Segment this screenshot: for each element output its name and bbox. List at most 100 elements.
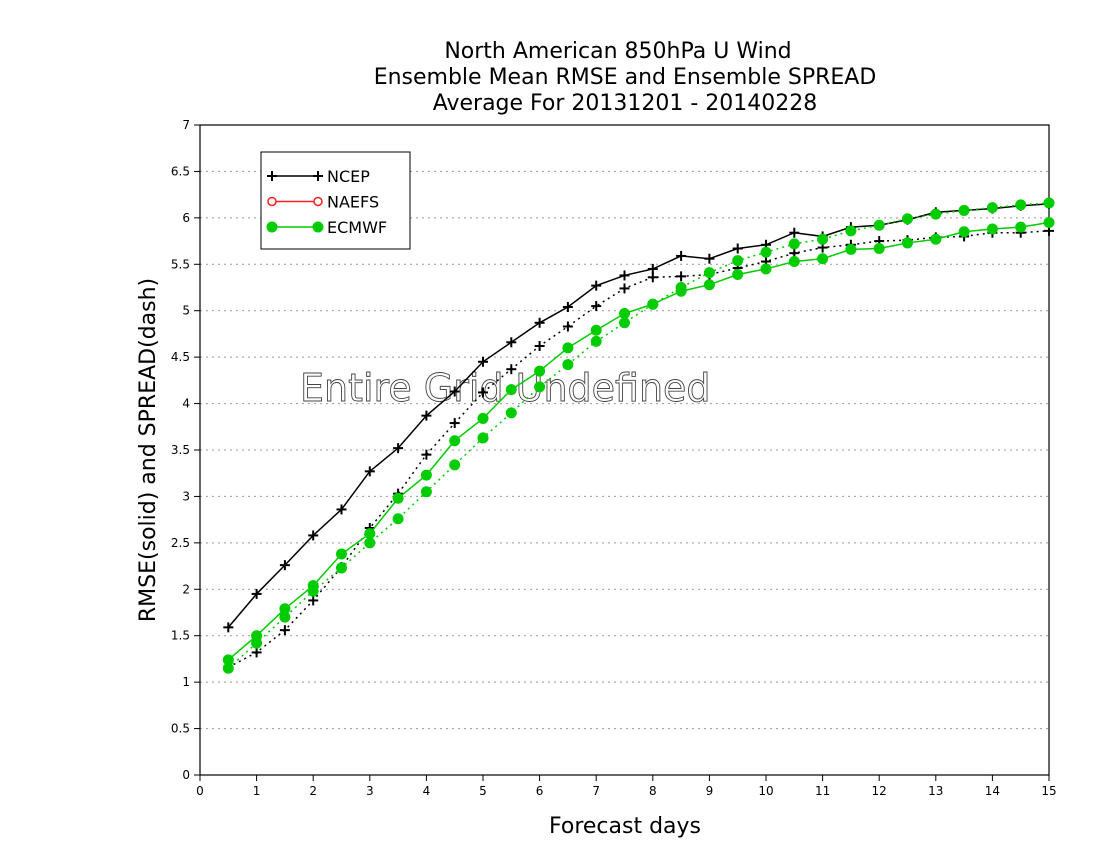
y-tick-label: 1.5 bbox=[171, 629, 190, 643]
series-ecmwf-spread bbox=[222, 197, 1055, 674]
data-point-ncep bbox=[619, 270, 630, 281]
data-point-ecmwf bbox=[477, 412, 489, 424]
data-point-ncep bbox=[676, 250, 687, 261]
data-point-ecmwf-spread bbox=[760, 246, 772, 258]
x-tick-label: 15 bbox=[1041, 784, 1056, 798]
chart-title-line-1: North American 850hPa U Wind bbox=[444, 39, 791, 64]
y-tick-label: 5 bbox=[182, 304, 190, 318]
data-point-ecmwf-spread bbox=[732, 255, 744, 267]
y-tick-label: 2 bbox=[182, 582, 190, 596]
data-point-ecmwf-spread bbox=[619, 317, 630, 329]
data-point-ncep-spread bbox=[676, 271, 687, 282]
data-point-ecmwf bbox=[392, 492, 404, 504]
data-point-ecmwf bbox=[902, 237, 913, 249]
data-point-ecmwf bbox=[1015, 221, 1027, 233]
data-point-ecmwf-spread bbox=[1015, 199, 1027, 211]
x-tick-label: 7 bbox=[592, 784, 600, 798]
data-point-ecmwf bbox=[788, 256, 800, 267]
x-tick-label: 6 bbox=[536, 784, 544, 798]
data-point-ecmwf-spread bbox=[902, 213, 913, 225]
x-tick-label: 10 bbox=[758, 784, 773, 798]
y-tick-label: 0 bbox=[182, 768, 190, 782]
data-point-ecmwf-spread bbox=[1043, 197, 1055, 209]
data-point-ecmwf bbox=[534, 365, 546, 377]
y-tick-label: 6.5 bbox=[171, 164, 190, 178]
data-point-ecmwf bbox=[420, 469, 432, 481]
data-point-ecmwf bbox=[873, 243, 885, 254]
x-tick-label: 11 bbox=[815, 784, 830, 798]
gridlines bbox=[200, 170, 1049, 730]
data-point-ncep-spread bbox=[562, 321, 573, 332]
legend-marker bbox=[267, 171, 277, 181]
data-point-ncep bbox=[279, 560, 290, 571]
data-point-ncep-spread bbox=[279, 625, 290, 636]
y-tick-label: 3.5 bbox=[171, 443, 190, 457]
data-point-ncep-spread bbox=[506, 364, 517, 375]
series-ecmwf bbox=[222, 217, 1055, 666]
data-point-ecmwf-spread bbox=[817, 233, 829, 245]
data-point-ncep-spread bbox=[591, 301, 602, 312]
series-group bbox=[222, 197, 1055, 674]
data-point-ncep bbox=[364, 466, 375, 477]
y-tick-label: 7 bbox=[182, 118, 190, 132]
data-point-ecmwf bbox=[703, 279, 715, 291]
data-point-ecmwf-spread bbox=[788, 238, 800, 250]
data-point-ecmwf-spread bbox=[562, 359, 574, 371]
data-point-ncep-spread bbox=[251, 647, 262, 658]
legend-marker bbox=[313, 196, 323, 207]
data-point-ecmwf-spread bbox=[703, 267, 715, 279]
data-point-ecmwf-spread bbox=[336, 562, 347, 574]
data-point-ncep-spread bbox=[478, 387, 488, 398]
y-tick-label: 4 bbox=[182, 397, 190, 411]
data-point-ecmwf bbox=[760, 263, 772, 275]
data-point-ecmwf bbox=[590, 324, 602, 336]
data-point-ncep-spread bbox=[449, 418, 460, 429]
x-tick-label: 13 bbox=[928, 784, 943, 798]
data-point-ecmwf-spread bbox=[845, 225, 857, 237]
data-point-ecmwf bbox=[336, 548, 347, 560]
y-tick-label: 1 bbox=[182, 675, 190, 689]
data-point-ncep bbox=[449, 386, 460, 397]
data-point-ecmwf bbox=[364, 528, 376, 540]
legend: NCEP NAEFS ECMWF bbox=[260, 151, 411, 250]
legend-label-naefs: NAEFS bbox=[327, 193, 379, 212]
data-point-ecmwf-spread bbox=[505, 407, 517, 419]
data-point-ecmwf-spread bbox=[420, 486, 432, 498]
data-point-ncep bbox=[421, 410, 432, 421]
data-point-ecmwf bbox=[1043, 217, 1055, 228]
data-point-ncep bbox=[591, 280, 602, 291]
data-point-ncep-spread bbox=[534, 341, 545, 351]
data-point-ecmwf bbox=[675, 285, 687, 297]
axis-ticks: 00.511.522.533.544.555.566.570 1 2 3 4 5 6 7 8 9 1… bbox=[171, 118, 1057, 798]
annotation-text: Entire Grid Undefined bbox=[300, 366, 711, 410]
data-point-ecmwf-spread bbox=[986, 202, 998, 214]
data-point-ncep-spread bbox=[421, 449, 432, 460]
data-point-ncep bbox=[506, 337, 517, 348]
data-point-ncep-spread bbox=[308, 595, 319, 606]
data-point-ecmwf bbox=[449, 435, 461, 447]
data-point-ncep bbox=[478, 356, 488, 367]
data-point-ncep bbox=[336, 504, 347, 515]
series-line-ecmwf bbox=[227, 221, 1050, 661]
data-point-ecmwf-spread bbox=[930, 208, 942, 220]
y-tick-label: 3 bbox=[182, 489, 190, 503]
data-point-ecmwf-spread bbox=[958, 204, 970, 216]
x-tick-label: 5 bbox=[479, 784, 487, 798]
data-point-ncep-spread bbox=[619, 283, 630, 294]
data-point-ecmwf-spread bbox=[392, 513, 404, 525]
data-point-ncep bbox=[251, 588, 262, 599]
data-point-ecmwf bbox=[930, 233, 942, 245]
y-axis-label: RMSE(solid) and SPREAD(dash) bbox=[136, 278, 161, 622]
x-tick-label: 4 bbox=[423, 784, 431, 798]
legend-marker bbox=[313, 171, 323, 181]
legend-item-naefs: NAEFS bbox=[267, 193, 379, 212]
series-line-ncep-spread bbox=[227, 230, 1050, 668]
data-point-ecmwf-spread bbox=[477, 432, 489, 444]
series-line-ncep bbox=[227, 203, 1050, 628]
legend-marker bbox=[267, 196, 277, 207]
legend-item-ncep: NCEP bbox=[267, 167, 370, 186]
legend-label-ecmwf: ECMWF bbox=[327, 218, 387, 237]
data-point-ecmwf bbox=[647, 298, 659, 310]
chart-title-line-3: Average For 20131201 - 20140228 bbox=[433, 91, 818, 116]
